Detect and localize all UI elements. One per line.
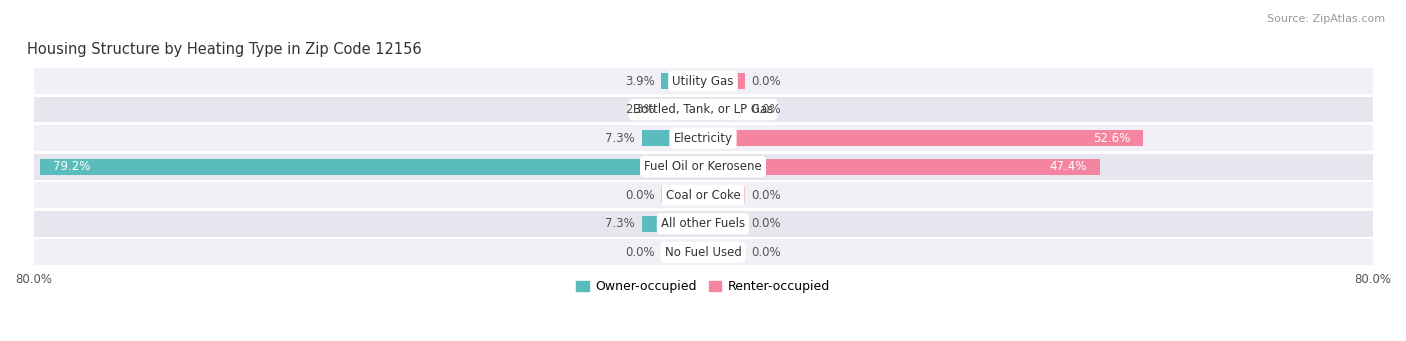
Bar — [34, 239, 1372, 265]
Text: 7.3%: 7.3% — [606, 132, 636, 145]
Bar — [34, 125, 1372, 151]
Legend: Owner-occupied, Renter-occupied: Owner-occupied, Renter-occupied — [571, 275, 835, 298]
Bar — [34, 211, 1372, 237]
Bar — [34, 68, 1372, 94]
Text: Source: ZipAtlas.com: Source: ZipAtlas.com — [1267, 14, 1385, 24]
Text: 79.2%: 79.2% — [53, 160, 90, 173]
Bar — [34, 182, 1372, 208]
Text: Bottled, Tank, or LP Gas: Bottled, Tank, or LP Gas — [633, 103, 773, 116]
Bar — [703, 187, 745, 203]
Text: 2.3%: 2.3% — [624, 103, 654, 116]
Bar — [661, 187, 703, 203]
Text: 0.0%: 0.0% — [624, 246, 654, 259]
Bar — [41, 159, 703, 175]
Text: Utility Gas: Utility Gas — [672, 75, 734, 88]
Text: 0.0%: 0.0% — [752, 189, 782, 202]
Text: No Fuel Used: No Fuel Used — [665, 246, 741, 259]
Text: 0.0%: 0.0% — [752, 246, 782, 259]
Text: All other Fuels: All other Fuels — [661, 217, 745, 230]
Text: Housing Structure by Heating Type in Zip Code 12156: Housing Structure by Heating Type in Zip… — [27, 42, 422, 57]
Text: 0.0%: 0.0% — [624, 189, 654, 202]
Text: 0.0%: 0.0% — [752, 103, 782, 116]
Bar — [661, 73, 703, 89]
Bar — [661, 244, 703, 260]
Bar — [703, 159, 1099, 175]
Bar — [703, 244, 745, 260]
Bar — [703, 102, 745, 117]
Bar — [643, 216, 703, 232]
Bar — [703, 216, 745, 232]
Bar — [703, 73, 745, 89]
Text: 52.6%: 52.6% — [1094, 132, 1130, 145]
Bar — [34, 97, 1372, 122]
Text: Fuel Oil or Kerosene: Fuel Oil or Kerosene — [644, 160, 762, 173]
Text: 0.0%: 0.0% — [752, 75, 782, 88]
Text: Electricity: Electricity — [673, 132, 733, 145]
Bar — [643, 130, 703, 146]
Text: 0.0%: 0.0% — [752, 217, 782, 230]
Text: Coal or Coke: Coal or Coke — [665, 189, 741, 202]
Text: 3.9%: 3.9% — [624, 75, 654, 88]
Bar — [661, 102, 703, 117]
Text: 7.3%: 7.3% — [606, 217, 636, 230]
Text: 47.4%: 47.4% — [1050, 160, 1087, 173]
Bar — [34, 154, 1372, 179]
Bar — [703, 130, 1143, 146]
